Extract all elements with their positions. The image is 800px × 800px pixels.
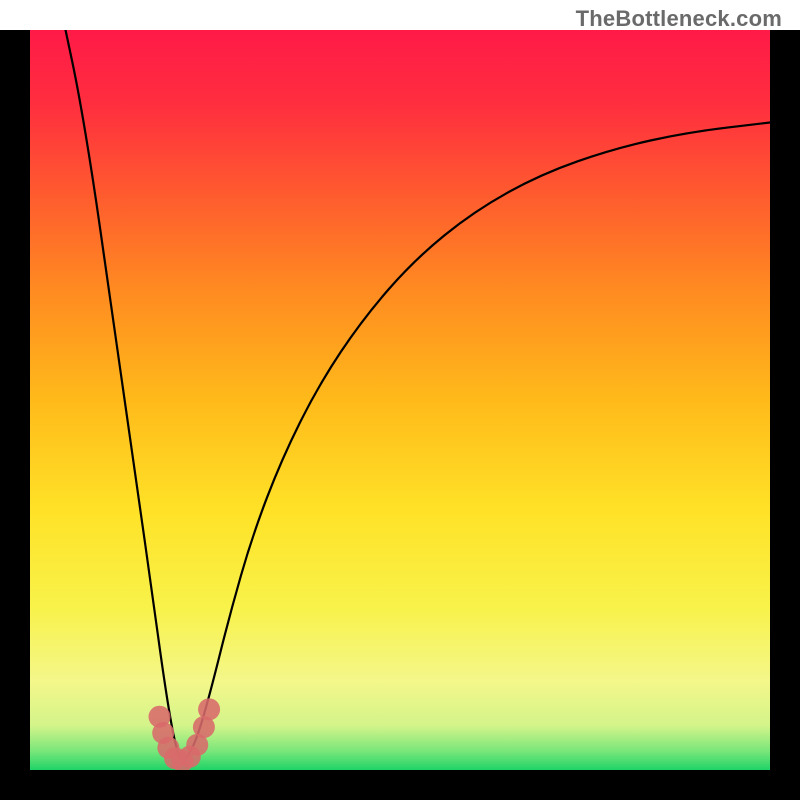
gradient-background bbox=[30, 30, 770, 770]
plot-svg bbox=[30, 30, 770, 770]
dip-marker bbox=[198, 698, 220, 720]
chart-container: TheBottleneck.com bbox=[0, 0, 800, 800]
watermark-text: TheBottleneck.com bbox=[576, 6, 782, 32]
plot-area bbox=[30, 30, 770, 770]
